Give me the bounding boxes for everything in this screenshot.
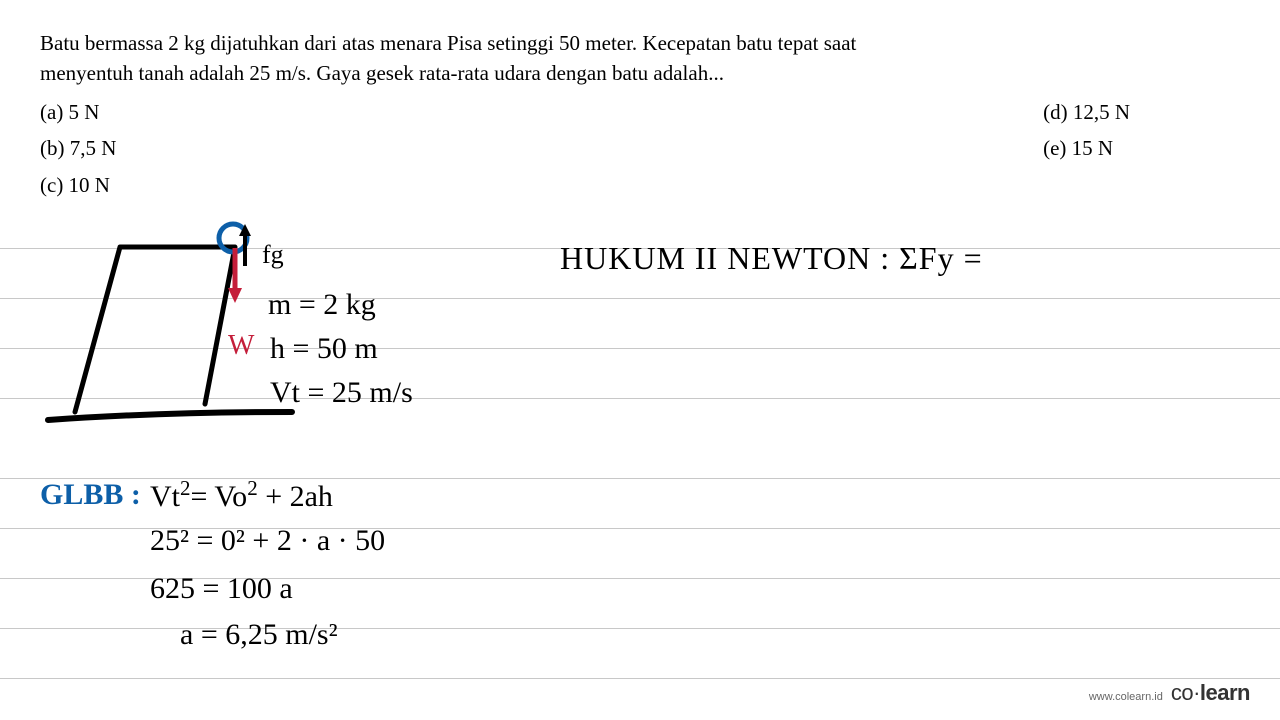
question-text: Batu bermassa 2 kg dijatuhkan dari atas … (40, 28, 1240, 89)
option-c: (c) 10 N (40, 170, 116, 200)
option-d: (d) 12,5 N (1043, 97, 1130, 127)
height-line: h = 50 m (270, 332, 378, 366)
question-line-1: Batu bermassa 2 kg dijatuhkan dari atas … (40, 31, 856, 55)
mass-line: m = 2 kg (268, 288, 376, 322)
question-line-2: menyentuh tanah adalah 25 m/s. Gaya gese… (40, 61, 724, 85)
glbb-eq2: 25² = 0² + 2 · a · 50 (150, 524, 385, 558)
options-row: (a) 5 N (b) 7,5 N (c) 10 N (d) 12,5 N (e… (40, 97, 1240, 200)
option-a: (a) 5 N (40, 97, 116, 127)
glbb-eq4: a = 6,25 m/s² (180, 618, 338, 652)
brand-logo: co·learn (1171, 680, 1250, 706)
vt-line: Vt = 25 m/s (270, 376, 413, 410)
fg-label: fg (262, 240, 284, 270)
glbb-label: GLBB : (40, 478, 141, 512)
glbb-eq1: Vt2= Vo2 + 2ah (150, 476, 333, 514)
watermark: www.colearn.id co·learn (1089, 680, 1250, 706)
w-label: W (228, 330, 254, 362)
newton-law-label: HUKUM II NEWTON : ΣFy = (560, 240, 983, 277)
glbb-eq3: 625 = 100 a (150, 572, 293, 606)
options-right: (d) 12,5 N (e) 15 N (1043, 97, 1240, 200)
option-e: (e) 15 N (1043, 133, 1130, 163)
option-b: (b) 7,5 N (40, 133, 116, 163)
options-left: (a) 5 N (b) 7,5 N (c) 10 N (40, 97, 116, 200)
watermark-url: www.colearn.id (1089, 691, 1163, 703)
question-block: Batu bermassa 2 kg dijatuhkan dari atas … (0, 0, 1280, 200)
